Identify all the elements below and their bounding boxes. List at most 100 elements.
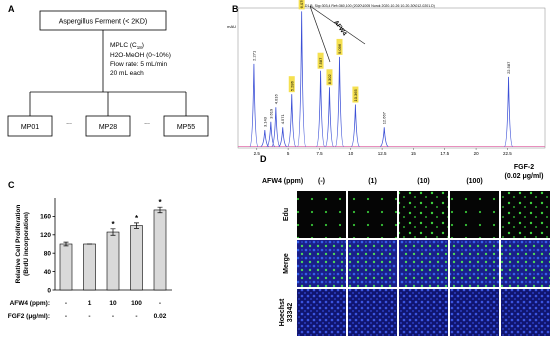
error-bar [110,228,116,236]
flowchart: Aspergillus Ferment (< 2KD) MPLC (C18) H… [7,10,209,137]
peak [278,127,287,147]
panel-label: D [260,154,267,164]
row-label: Edu [283,208,290,221]
y-tick-label: 40 [44,269,52,276]
microscopy-panel: AFW4 (ppm) FGF-2 (0.02 μg/ml) (-) (1) (10)… [262,164,550,336]
micrograph [501,289,550,336]
ellipsis: ... [144,119,150,126]
column-label: FGF-2 [514,164,534,171]
condition: H2O-MeOH (0~10%) [110,52,171,59]
error-bar [63,241,69,247]
condition-value: - [112,313,114,320]
peak-label: 7.587 [318,57,323,68]
condition: 20 mL each [110,70,144,77]
node-label: MP01 [21,124,39,131]
column-label: (10) [417,178,429,185]
micrograph [348,191,397,238]
peak-label-group: 6.079 [298,0,305,10]
micrograph [297,240,346,287]
significance-mark: * [111,220,115,229]
peak-label-group: 4.571 [280,114,285,125]
node-label: Aspergillus Ferment (< 2KD) [59,19,148,26]
y-axis-label: Relative Cell Proliferation(BrdU incorpo… [15,205,30,284]
peak-label: 22.587 [506,61,511,74]
peak [287,94,297,147]
condition-value: 100 [131,300,142,307]
x-tick-label: 12.5 [378,151,387,156]
peak [271,107,281,147]
y-axis-label-line: Relative Cell Proliferation [15,205,22,284]
micrograph [450,191,499,238]
peak-label: 3.619 [268,108,273,119]
column-label: (-) [318,178,325,185]
column-label: (0.02 μg/ml) [505,173,544,180]
column-label: (1) [368,178,377,185]
condition-value: - [88,313,90,320]
node-box [163,115,209,137]
micrograph [501,240,550,287]
micrograph [297,191,346,238]
micrograph [297,289,346,336]
micrograph [399,240,448,287]
peak [380,127,389,147]
y-axis-label: mAU [227,24,236,29]
node-label: MP28 [99,124,117,131]
peak-label-group: 3.619 [268,108,273,119]
peak [335,56,344,147]
label-highlight [352,86,359,103]
peak-label: 6.079 [299,0,304,8]
y-axis-label-line: (BrdU incorporation) [23,212,30,276]
condition: Flow rate: 5 mL/min [110,61,167,68]
peak [297,11,307,147]
x-tick-label: 7.5 [316,151,323,156]
condition-value: - [65,313,67,320]
bracket [309,5,366,45]
column-label: (100) [466,178,482,185]
micrograph [501,191,550,238]
peak [316,70,325,147]
micrograph [348,289,397,336]
row-label-line: Hoechst [279,298,286,326]
row-label-line: 33342 [287,303,294,323]
label-highlight [298,0,305,10]
node-box [7,115,53,137]
peak-label: 8.302 [327,73,332,84]
significance-mark: * [158,198,162,207]
peak-label-group: 10.365 [352,86,359,103]
condition-value: - [65,300,67,307]
panel-label: B [232,4,239,14]
peak [351,104,360,147]
condition-value: - [135,313,137,320]
peak-label-group: 7.587 [317,52,324,69]
peak [260,130,270,147]
y-tick-label: 0 [47,287,51,294]
y-tick-label: 120 [40,232,51,239]
panel-label: C [8,180,15,190]
x-tick-label: 2.5 [254,151,261,156]
bar [59,243,73,291]
peak [249,63,259,147]
micrograph [399,191,448,238]
x-tick-label: 5 [287,151,290,156]
x-tick-label: 17.5 [440,151,449,156]
node-box [85,115,131,137]
label-highlight [288,76,295,93]
peak-label-group: 2.271 [251,50,256,61]
peak-label: 4.016 [273,94,278,105]
condition-value: 1 [88,300,92,307]
x-tick-label: 15 [411,151,417,156]
row-label: Hoechst33342 [279,298,294,326]
column-group-label: AFW4 (ppm) [262,178,303,185]
y-tick-label: 80 [44,251,52,258]
peak-label-group: 22.587 [506,61,511,74]
annotation: AFW4 [332,20,347,38]
bar [130,225,143,291]
row-label: Merge [283,253,290,274]
micrograph [399,289,448,336]
x-tick-label: 10 [348,151,354,156]
peak [504,76,513,147]
peak [325,87,334,147]
micrograph [450,240,499,287]
